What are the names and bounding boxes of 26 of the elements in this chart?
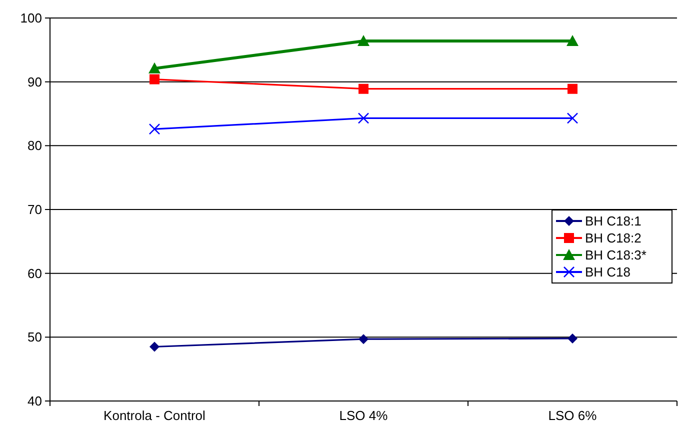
x-tick-label: LSO 6% (548, 408, 598, 423)
legend-label: BH C18:1 (585, 214, 642, 229)
y-tick-label: 40 (28, 394, 42, 409)
point (358, 334, 368, 344)
point (148, 62, 160, 74)
point (358, 34, 370, 46)
point (358, 84, 368, 94)
point (568, 333, 578, 344)
point (566, 34, 578, 46)
point (568, 84, 578, 94)
y-tick-label: 70 (28, 202, 42, 218)
legend-label: BH C18:3* (585, 248, 646, 263)
y-tick-label: 90 (28, 74, 42, 90)
y-tick-label: 50 (28, 330, 42, 345)
point (148, 123, 160, 135)
y-tick-label: 60 (28, 266, 42, 281)
y-tick-label: 100 (20, 10, 42, 26)
x-tick-label: Kontrola - Control (104, 408, 206, 423)
y-tick-label: 80 (28, 138, 42, 154)
point (150, 342, 160, 352)
legend-label: BH C18:2 (585, 230, 642, 246)
point (358, 112, 370, 124)
legend-label: BH C18 (585, 264, 631, 280)
point (566, 112, 578, 124)
x-tick-label: LSO 4% (339, 408, 388, 423)
point (150, 74, 160, 84)
